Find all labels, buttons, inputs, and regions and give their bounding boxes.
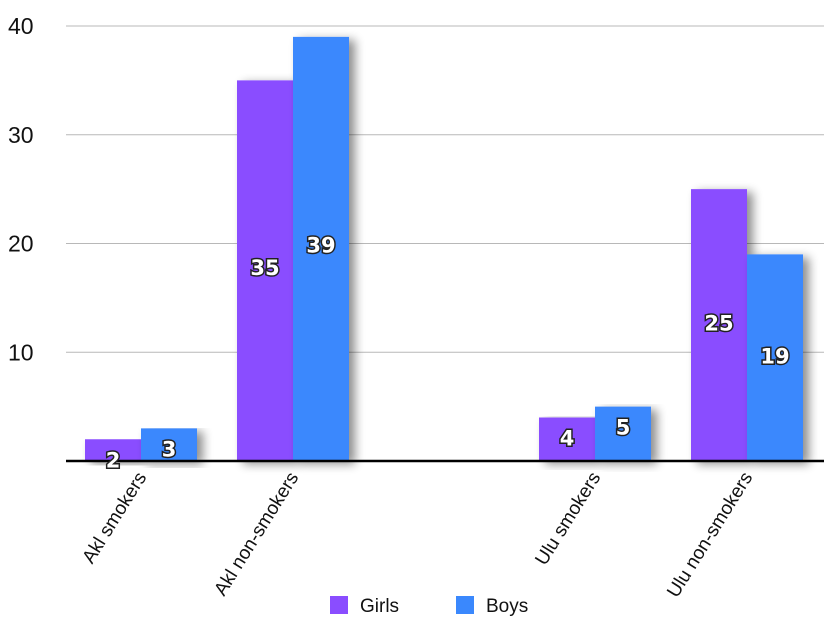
legend-label-girls: Girls bbox=[360, 596, 399, 617]
bar-ulu-smokers-girls bbox=[539, 417, 595, 461]
bar-ulu-non-smokers-boys bbox=[747, 254, 803, 461]
y-tick-label: 20 bbox=[8, 231, 34, 257]
y-tick-label: 10 bbox=[8, 339, 34, 365]
data-label-ulu-non-smokers-girls: 25 bbox=[704, 311, 733, 335]
bar-ulu-non-smokers-girls bbox=[691, 189, 747, 461]
bar-ulu-smokers-boys bbox=[595, 406, 651, 461]
bar-akl-smokers-girls bbox=[85, 439, 141, 461]
data-label-ulu-smokers-boys: 5 bbox=[616, 416, 631, 440]
data-label-akl-non-smokers-girls: 35 bbox=[250, 256, 279, 280]
data-label-akl-smokers-boys: 3 bbox=[162, 437, 177, 461]
bar-akl-non-smokers-girls bbox=[237, 80, 293, 461]
data-label-ulu-non-smokers-boys: 19 bbox=[760, 345, 789, 369]
data-label-ulu-smokers-girls: 4 bbox=[560, 427, 575, 451]
data-labels: 2 3 35 39 4 5 25 19 bbox=[104, 232, 791, 474]
data-label-akl-smokers-girls: 2 bbox=[106, 448, 121, 472]
data-label-akl-non-smokers-boys: 39 bbox=[306, 234, 335, 258]
legend-label-boys: Boys bbox=[486, 596, 528, 617]
legend-swatch-boys bbox=[456, 596, 474, 614]
legend: Girls Boys bbox=[330, 596, 528, 617]
legend-swatch-girls bbox=[330, 596, 348, 614]
x-tick-label-akl-non-smokers: Akl non-smokers bbox=[210, 469, 303, 600]
y-tick-label: 40 bbox=[8, 13, 34, 39]
y-axis-ticks: 10 20 30 40 bbox=[8, 13, 34, 365]
x-axis-category-labels: Akl smokers Akl non-smokers Ulu smokers Ulu… bbox=[79, 469, 758, 602]
bars bbox=[85, 36, 803, 461]
x-tick-label-ulu-non-smokers: Ulu non-smokers bbox=[663, 469, 757, 602]
x-tick-label-akl-smokers: Akl smokers bbox=[79, 469, 152, 568]
x-tick-label-ulu-smokers: Ulu smokers bbox=[531, 469, 605, 570]
y-tick-label: 30 bbox=[8, 122, 34, 148]
bar-akl-non-smokers-boys bbox=[293, 36, 349, 461]
bar-akl-smokers-boys bbox=[141, 428, 197, 461]
